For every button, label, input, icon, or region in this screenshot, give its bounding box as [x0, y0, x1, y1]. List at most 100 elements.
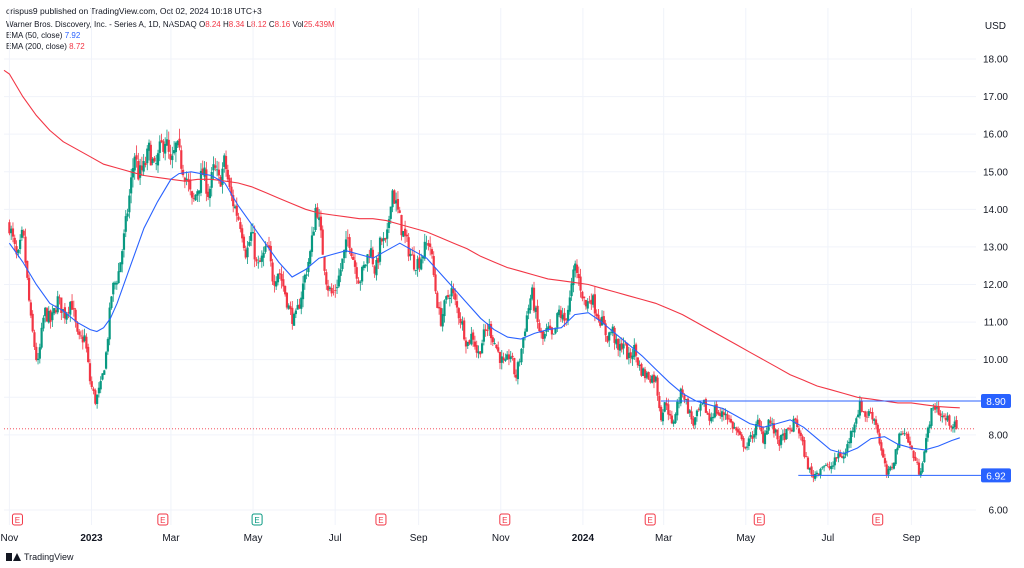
candle [552, 333, 555, 335]
candle [785, 428, 788, 440]
candle-body [701, 403, 704, 405]
candle-body [772, 423, 776, 434]
candle [808, 467, 811, 473]
candle [20, 226, 24, 241]
level-badge [981, 394, 1011, 409]
candle [53, 307, 56, 316]
candle-body [151, 158, 154, 164]
plot-area[interactable] [3, 8, 982, 525]
candle-body [8, 222, 11, 234]
candle [873, 418, 876, 425]
x-tick-label: Sep [410, 533, 428, 544]
candle-body [301, 283, 305, 300]
candle [339, 263, 342, 283]
candle-body [679, 388, 682, 404]
y-tick-label: 15.00 [983, 167, 1008, 178]
candle [932, 403, 935, 411]
candle-body [285, 292, 289, 308]
candle [728, 414, 731, 423]
candle [115, 280, 118, 290]
candle [534, 305, 537, 319]
candle [928, 421, 931, 434]
candle [386, 222, 389, 247]
candle-body [862, 411, 865, 412]
candle-body [92, 388, 95, 392]
candle-body [674, 414, 677, 423]
candle-body [604, 323, 607, 336]
candle-body [831, 465, 835, 467]
candle [10, 225, 13, 240]
candle [312, 226, 315, 236]
y-axis-labels: 6.008.009.0010.0011.0012.0013.0014.0015.… [983, 55, 1008, 517]
candle [523, 328, 527, 341]
candle-body [839, 453, 842, 457]
candle [602, 310, 605, 325]
candle-body [697, 409, 700, 411]
footer[interactable]: TradingView [6, 552, 74, 562]
candle [22, 229, 25, 239]
candle-body [207, 191, 210, 197]
candle [606, 335, 609, 344]
candle-body [244, 249, 247, 258]
candle-body [153, 157, 156, 162]
candle-body [552, 333, 555, 335]
candle [337, 268, 340, 288]
candle-body [651, 375, 654, 383]
candle-body [745, 446, 749, 448]
candle-body [196, 191, 199, 196]
candle [581, 290, 584, 302]
candle-body [554, 327, 557, 334]
candle-body [165, 139, 169, 146]
candle-body [618, 344, 622, 351]
candle-body [69, 301, 72, 315]
candle [824, 463, 827, 467]
candle [29, 299, 32, 319]
candle [79, 330, 83, 339]
candle-body [541, 330, 545, 339]
candle-body [887, 468, 890, 475]
candle [292, 312, 296, 327]
candle-body [359, 281, 362, 283]
candle [638, 360, 641, 371]
candle-body [532, 287, 536, 311]
candle-body [515, 374, 518, 378]
candle-body [880, 442, 883, 451]
candle [405, 229, 408, 242]
candle [355, 262, 358, 285]
candle-body [586, 301, 589, 309]
candle [326, 279, 330, 297]
candle-body [622, 344, 625, 349]
candle [654, 375, 657, 383]
candle [45, 307, 49, 322]
candle [335, 279, 339, 294]
candle-body [753, 434, 756, 438]
candle-body [600, 316, 604, 326]
candle [420, 253, 423, 271]
candle [618, 338, 622, 358]
candle-body [908, 441, 912, 445]
candle-body [912, 450, 915, 459]
ema50-row[interactable]: EMA (50, close) 7.92 [6, 30, 335, 41]
candle-body [183, 177, 186, 182]
candle [407, 233, 410, 262]
candle [104, 350, 108, 370]
candle-body [74, 309, 77, 323]
candle [898, 432, 901, 449]
candle-body [670, 415, 673, 424]
ema200-row[interactable]: EMA (200, close) 8.72 [6, 41, 335, 52]
candle-body [606, 335, 609, 342]
candle [346, 229, 349, 247]
candle-body [430, 249, 434, 255]
candle-body [17, 249, 20, 253]
candle-body [335, 287, 339, 289]
candle [56, 290, 59, 315]
candle [547, 322, 550, 333]
candle-body [441, 314, 444, 327]
candle [194, 194, 197, 201]
candle-body [464, 340, 468, 347]
open-key: O [198, 20, 206, 29]
currency-label[interactable]: USD [984, 21, 1006, 32]
candle-body [780, 435, 783, 445]
candle-body [720, 411, 724, 417]
